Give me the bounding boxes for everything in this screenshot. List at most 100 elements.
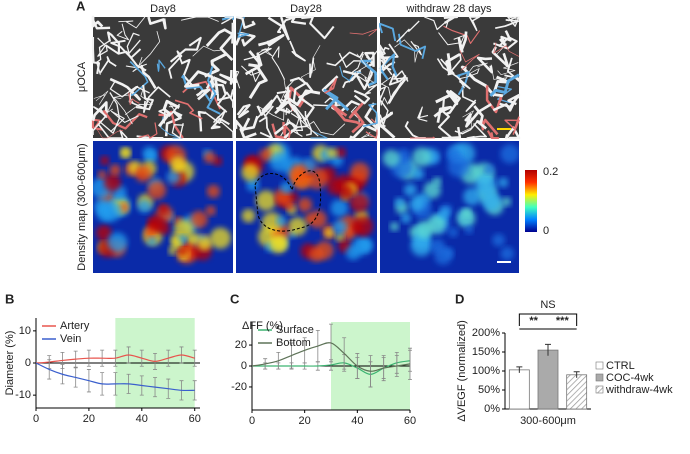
y-tick-label: 100% xyxy=(472,365,500,377)
density-blob xyxy=(409,196,425,212)
vessel xyxy=(138,30,161,67)
vessel xyxy=(243,47,272,61)
vessel xyxy=(436,58,471,90)
vessel xyxy=(445,52,461,75)
density-blob xyxy=(171,238,182,249)
vessel xyxy=(301,15,335,40)
vessel xyxy=(216,91,234,113)
vessel xyxy=(97,123,128,139)
column-title: Day8 xyxy=(150,3,176,15)
density-blob xyxy=(400,213,412,224)
vessel xyxy=(476,56,494,74)
vessel xyxy=(464,102,492,128)
vessel xyxy=(362,103,378,128)
vessel xyxy=(98,92,121,134)
density-blob xyxy=(246,178,260,192)
x-tick-label: 40 xyxy=(351,415,363,427)
error-bar xyxy=(545,343,551,356)
density-blob xyxy=(103,174,121,192)
annotation: NS xyxy=(540,299,555,311)
density-blob xyxy=(352,215,374,237)
vessel xyxy=(466,122,487,139)
density-blob xyxy=(259,148,273,162)
column-title: withdraw 28 days xyxy=(406,3,492,15)
density-blob xyxy=(107,232,128,253)
vessel xyxy=(140,64,157,89)
density-blob xyxy=(332,219,348,235)
vessel xyxy=(326,51,364,67)
panel-label: D xyxy=(455,291,464,306)
vessel xyxy=(158,110,184,139)
vessel xyxy=(271,46,286,80)
vessel xyxy=(204,109,227,124)
density-blob xyxy=(330,199,348,217)
legend-swatch xyxy=(595,373,604,382)
vessel xyxy=(398,33,427,59)
density-blob xyxy=(209,227,232,249)
density-blob xyxy=(148,214,165,231)
density-blob xyxy=(186,232,200,247)
colorbar-label: 0 xyxy=(543,225,549,237)
vessel xyxy=(498,30,512,47)
density-blob xyxy=(412,147,432,167)
density-blob xyxy=(134,165,152,183)
vessel xyxy=(184,70,215,88)
density-blob xyxy=(308,247,324,262)
vessel xyxy=(216,121,234,139)
series-line xyxy=(251,342,411,372)
vessel xyxy=(486,130,500,140)
vessel xyxy=(381,57,392,71)
error-bar xyxy=(408,347,412,381)
vessel xyxy=(129,60,149,96)
vessel xyxy=(124,85,153,116)
vessel xyxy=(156,59,166,72)
vessel xyxy=(92,106,107,135)
density-blob xyxy=(335,233,344,242)
density-blob xyxy=(382,149,400,167)
vessel xyxy=(96,40,111,75)
vessel xyxy=(295,117,319,137)
y-tick-label: 0 xyxy=(25,357,31,369)
y-axis-label: ΔVEGF (normalized) xyxy=(456,320,468,421)
vessel xyxy=(493,42,520,57)
vessel xyxy=(221,16,234,25)
density-blob xyxy=(396,148,411,163)
bar xyxy=(566,374,588,410)
y-axis-label: Diameter (%) xyxy=(4,331,16,396)
vessel xyxy=(267,16,290,41)
vessel xyxy=(433,105,453,123)
x-tick-label: 60 xyxy=(189,413,201,425)
vessel xyxy=(445,90,461,116)
density-blob xyxy=(158,203,169,214)
vessel xyxy=(379,44,386,57)
vessel xyxy=(110,110,139,133)
vessel xyxy=(349,28,377,37)
density-map xyxy=(93,141,233,273)
density-blob xyxy=(463,187,482,206)
vessel xyxy=(203,52,227,78)
bracket xyxy=(518,313,578,326)
legend-label: withdraw-4wk xyxy=(605,384,673,396)
vessel xyxy=(410,136,436,139)
vessel xyxy=(495,19,520,30)
legend-label: Artery xyxy=(60,320,90,332)
vessel xyxy=(158,103,181,124)
x-tick-label: 40 xyxy=(136,413,148,425)
vessel xyxy=(324,78,338,94)
legend-label: Bottom xyxy=(276,337,311,349)
annotation: *** xyxy=(556,315,570,327)
vessel xyxy=(323,88,350,112)
y-tick-label: 20 xyxy=(235,339,247,351)
bar xyxy=(508,369,530,410)
legend-label: Surface xyxy=(276,324,314,336)
y-tick-label: 10 xyxy=(19,325,31,337)
vessel xyxy=(360,132,378,139)
density-blob xyxy=(456,208,476,228)
vessel xyxy=(109,80,150,98)
density-blob xyxy=(166,170,181,185)
vessel xyxy=(258,34,285,47)
vessel xyxy=(219,31,235,62)
density-blob xyxy=(403,183,417,197)
legend-swatch xyxy=(595,361,604,370)
